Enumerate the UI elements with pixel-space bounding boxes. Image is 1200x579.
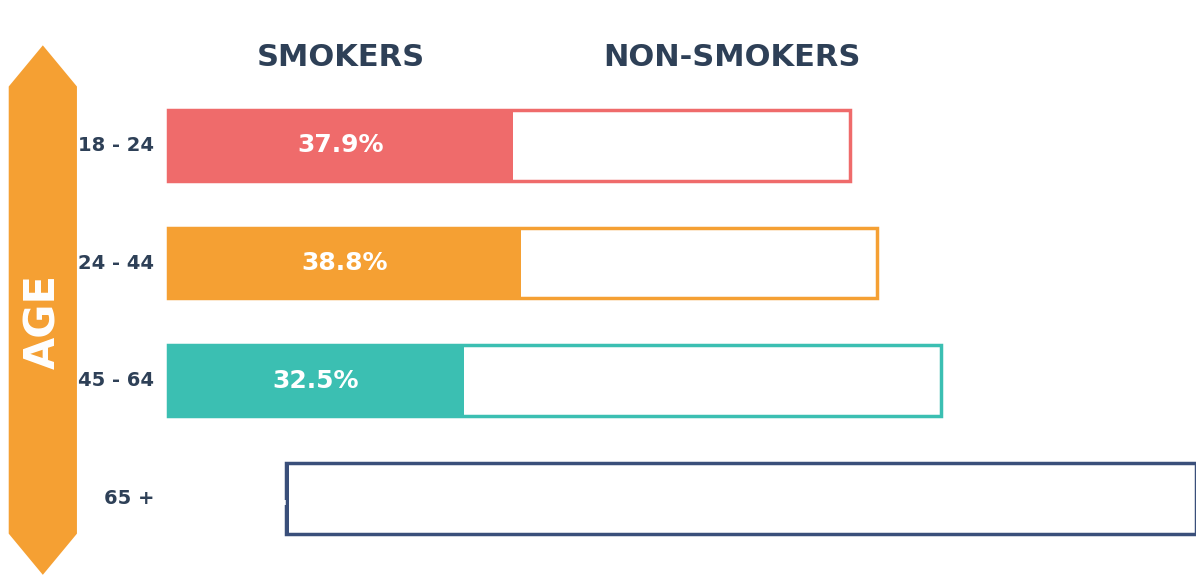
Text: 24 - 44: 24 - 44 [78,254,155,273]
Text: 32.5%: 32.5% [272,369,359,393]
FancyBboxPatch shape [168,228,877,298]
Text: 38.8%: 38.8% [301,251,388,275]
Polygon shape [8,45,77,575]
Text: 13.3%: 13.3% [245,486,331,510]
FancyBboxPatch shape [168,346,941,416]
Text: 18 - 24: 18 - 24 [78,136,155,155]
Text: AGE: AGE [22,274,64,369]
Text: 37.9%: 37.9% [298,133,384,157]
FancyBboxPatch shape [168,346,463,416]
Text: 65 +: 65 + [103,489,155,508]
FancyBboxPatch shape [168,110,512,181]
FancyBboxPatch shape [168,228,521,298]
FancyBboxPatch shape [286,463,289,534]
Text: NON-SMOKERS: NON-SMOKERS [604,43,860,72]
FancyBboxPatch shape [286,463,1196,534]
Text: 45 - 64: 45 - 64 [78,371,155,390]
FancyBboxPatch shape [168,110,850,181]
Text: SMOKERS: SMOKERS [257,43,425,72]
